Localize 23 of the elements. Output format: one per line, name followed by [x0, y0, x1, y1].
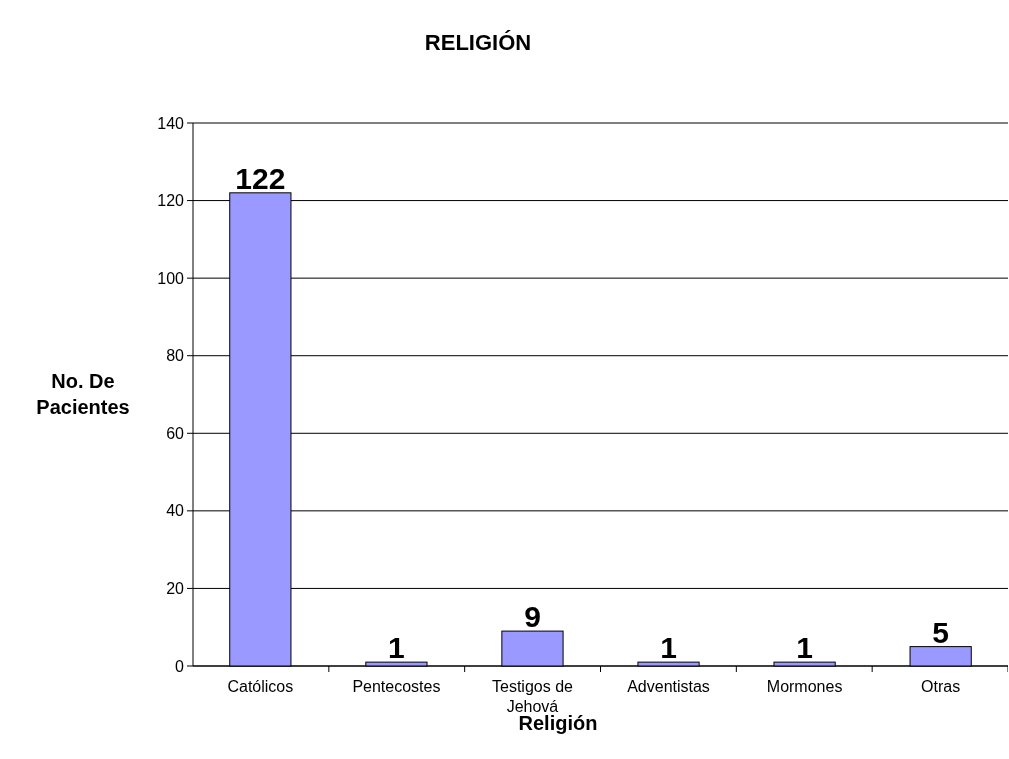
- y-tick-label: 120: [157, 192, 185, 210]
- y-tick-label: 60: [166, 424, 185, 442]
- y-tick-label: 20: [166, 580, 185, 598]
- data-label: 122: [235, 161, 286, 195]
- x-tick-label: Pentecostes: [352, 678, 441, 695]
- x-tick-label: Otras: [921, 678, 961, 695]
- x-tick-label: Adventistas: [627, 678, 710, 695]
- y-axis-title: No. De Pacientes: [36, 370, 130, 418]
- x-tick-label: Testigos de Jehová: [492, 678, 574, 715]
- data-label: 5: [932, 615, 949, 649]
- y-tick-label: 80: [166, 347, 185, 365]
- data-label: 1: [388, 631, 405, 665]
- data-label: 1: [660, 631, 677, 665]
- data-label: 1: [796, 631, 813, 665]
- y-tick-label: 40: [166, 502, 185, 520]
- data-label: 9: [524, 600, 541, 634]
- x-axis-title: Religión: [518, 712, 598, 734]
- y-tick-label: 140: [157, 114, 185, 132]
- y-tick-label: 0: [175, 657, 185, 675]
- y-tick-label: 100: [157, 269, 185, 287]
- chart-title: RELIGIÓN: [424, 30, 532, 55]
- x-tick-label: Católicos: [227, 678, 294, 695]
- x-tick-label: Mormones: [766, 678, 843, 695]
